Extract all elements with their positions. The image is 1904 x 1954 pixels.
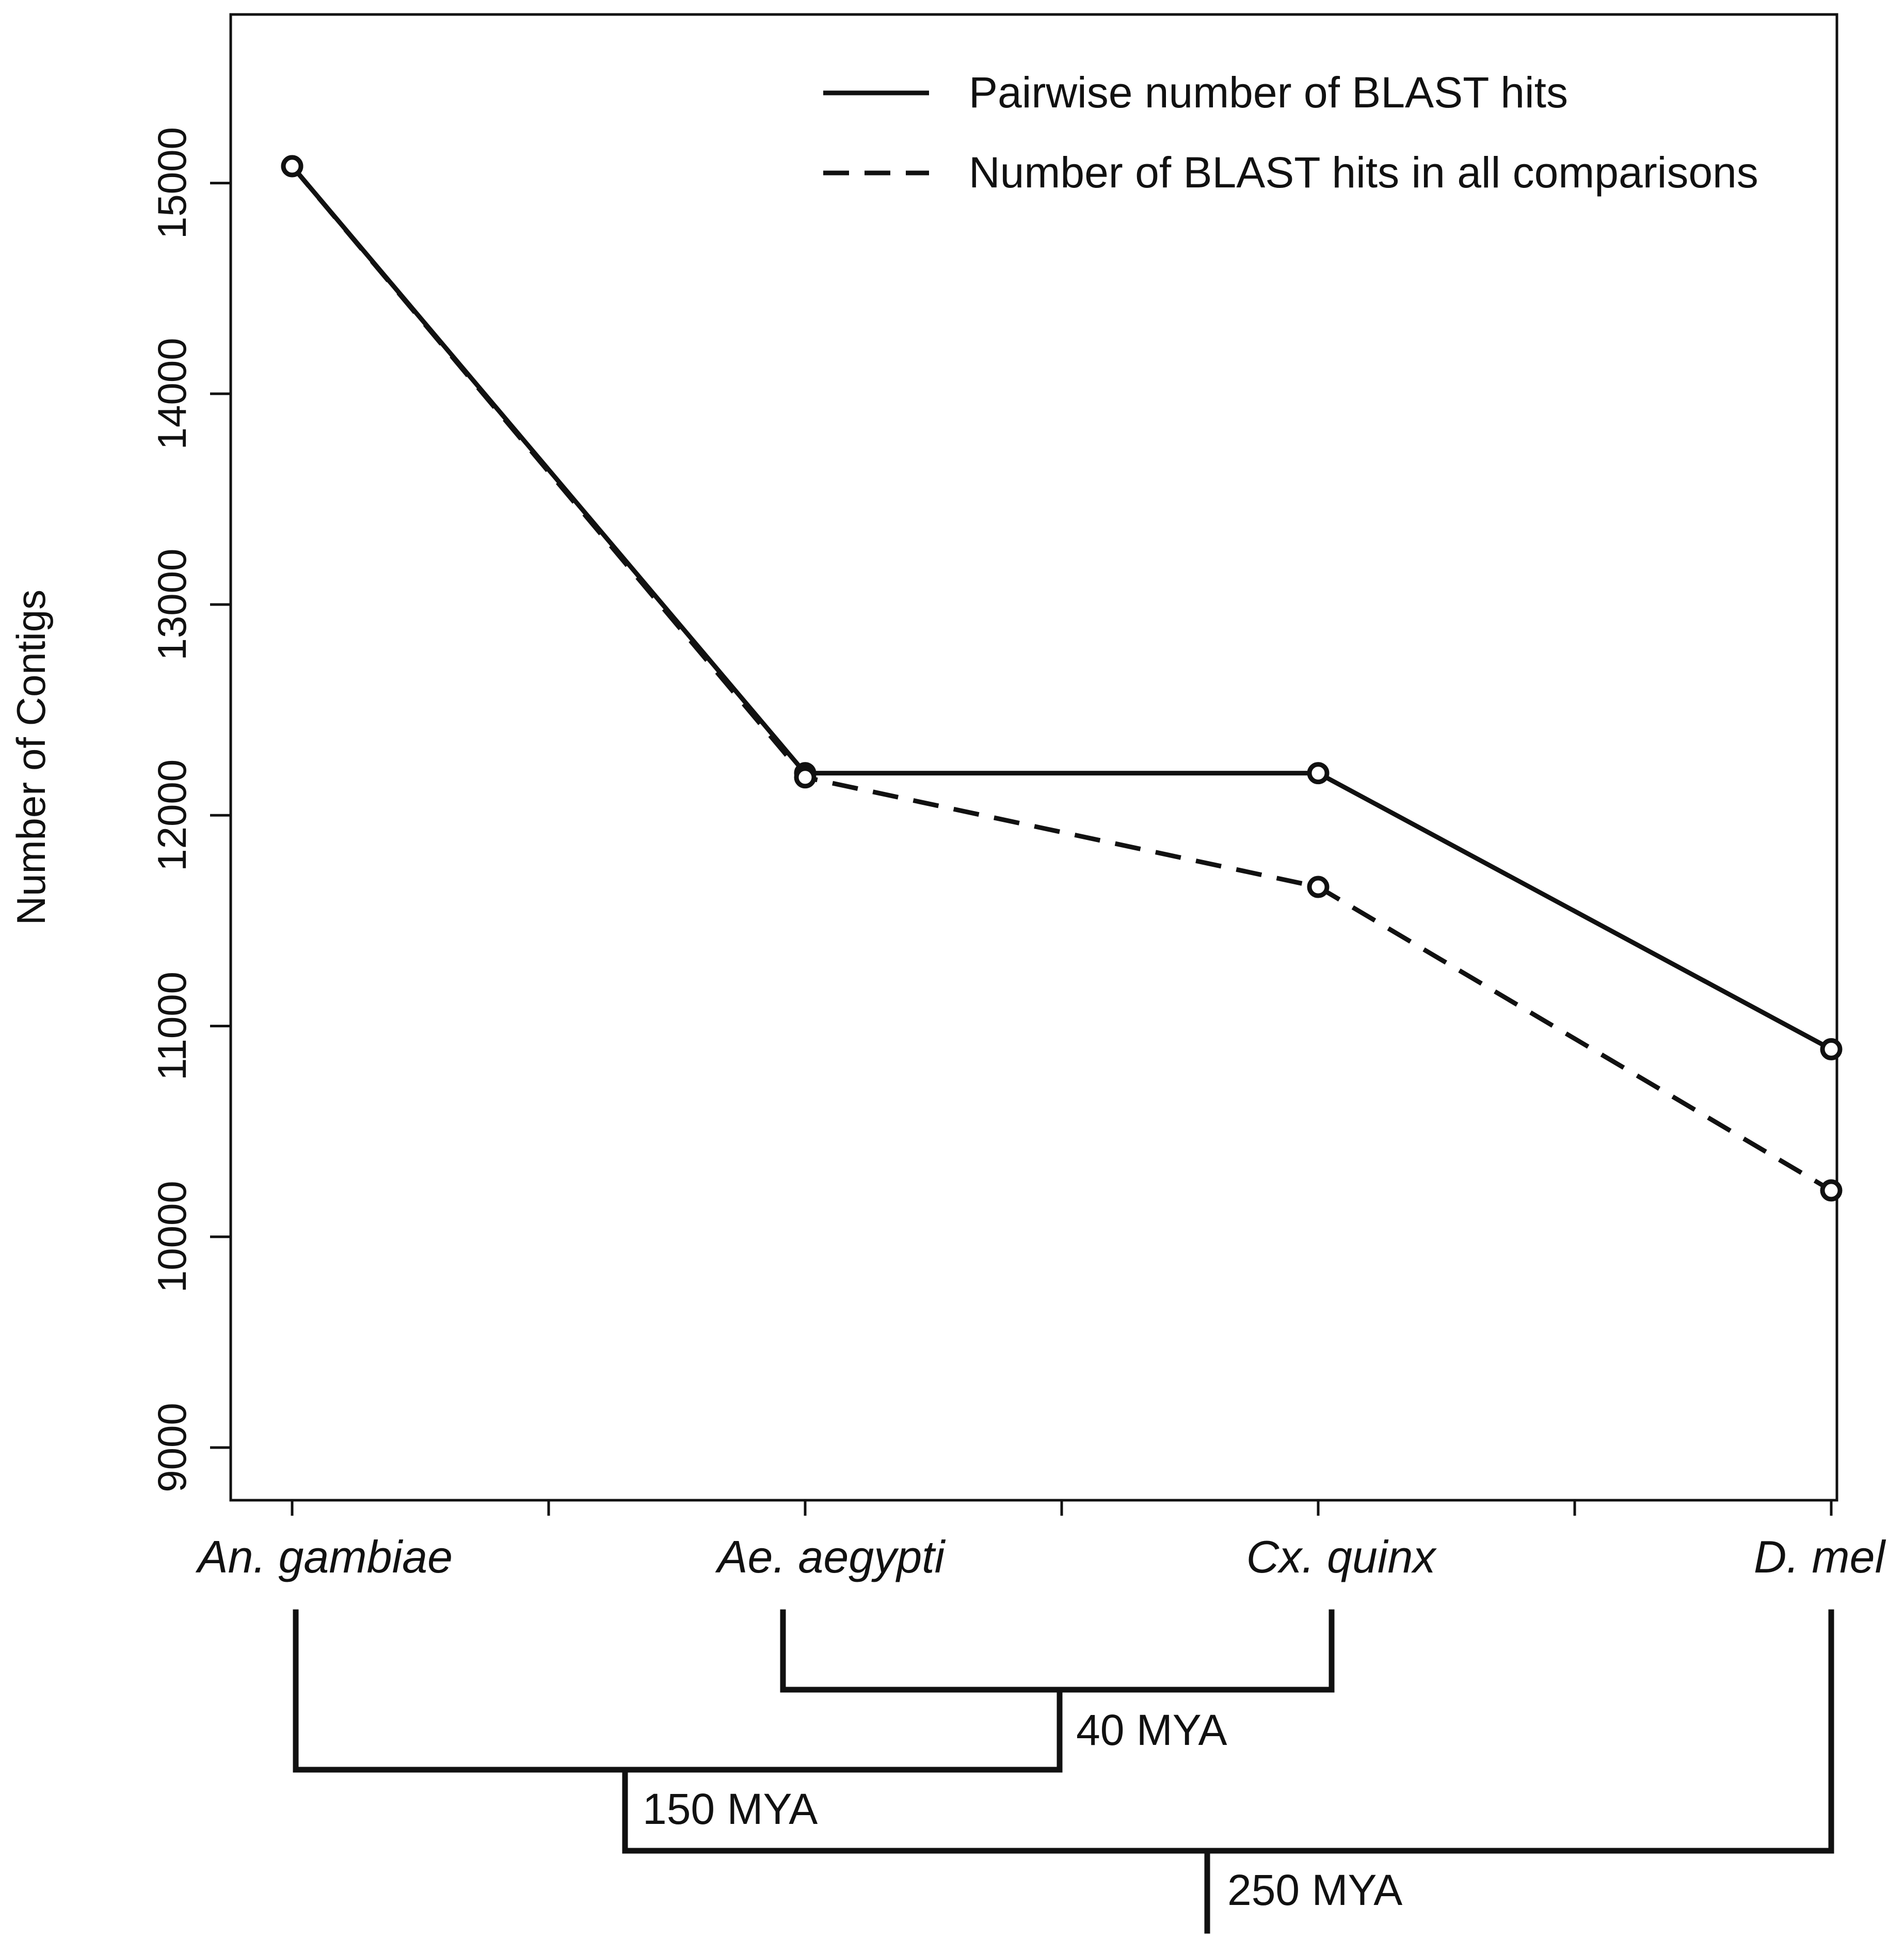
divergence-label-150-mya: 150 MYA xyxy=(643,1785,818,1833)
y-axis-title: Number of Contigs xyxy=(8,590,54,925)
series-line-pairwise-number-of-blast-hits xyxy=(290,165,1833,1052)
y-tick-label: 10000 xyxy=(149,1181,195,1293)
data-point-pairwise-number-of-blast-hits-cx-quinx xyxy=(1307,762,1330,785)
data-point-number-of-blast-hits-in-all-comparisons-cx-quinx xyxy=(1307,876,1330,898)
y-tick-label: 11000 xyxy=(149,972,195,1081)
divergence-label-40-mya: 40 MYA xyxy=(1076,1706,1227,1754)
plot-frame xyxy=(229,13,1838,1502)
series-line-number-of-blast-hits-in-all-comparisons xyxy=(290,165,1833,1193)
data-point-pairwise-number-of-blast-hits-d-mel xyxy=(1820,1038,1843,1060)
x-category-label-d-mel: D. mel xyxy=(1754,1531,1886,1582)
x-axis: An. gambiae Ae. aegypti Cx. quinx D. mel xyxy=(195,1500,1886,1582)
x-category-label-cx-quinx: Cx. quinx xyxy=(1246,1531,1437,1582)
data-point-number-of-blast-hits-in-all-comparisons-d-mel xyxy=(1820,1179,1843,1202)
divergence-label-250-mya: 250 MYA xyxy=(1227,1866,1402,1914)
y-tick-label: 13000 xyxy=(149,549,195,661)
y-tick-label: 9000 xyxy=(149,1403,195,1492)
x-category-label-an-gambiae: An. gambiae xyxy=(195,1531,453,1582)
legend: Pairwise number of BLAST hits Number of B… xyxy=(823,68,1758,197)
x-category-label-ae-aegypti: Ae. aegypti xyxy=(715,1531,946,1582)
y-tick-label: 14000 xyxy=(149,338,195,450)
y-tick-label: 12000 xyxy=(149,759,195,871)
legend-label-pairwise-number-of-blast-hits: Pairwise number of BLAST hits xyxy=(969,68,1568,117)
legend-label-number-of-blast-hits-in-all-comparisons: Number of BLAST hits in all comparisons xyxy=(969,148,1758,197)
divergence-tree: 40 MYA 150 MYA 250 MYA xyxy=(293,1609,1834,1934)
y-tick-label: 15000 xyxy=(149,127,195,239)
y-axis: 9000 10000 11000 12000 13000 14000 15000 xyxy=(149,127,231,1492)
data-point-number-of-blast-hits-in-all-comparisons-an-gambiae xyxy=(281,155,303,178)
data-point-number-of-blast-hits-in-all-comparisons-ae-aegypti xyxy=(794,766,817,789)
series-layer xyxy=(281,155,1843,1202)
